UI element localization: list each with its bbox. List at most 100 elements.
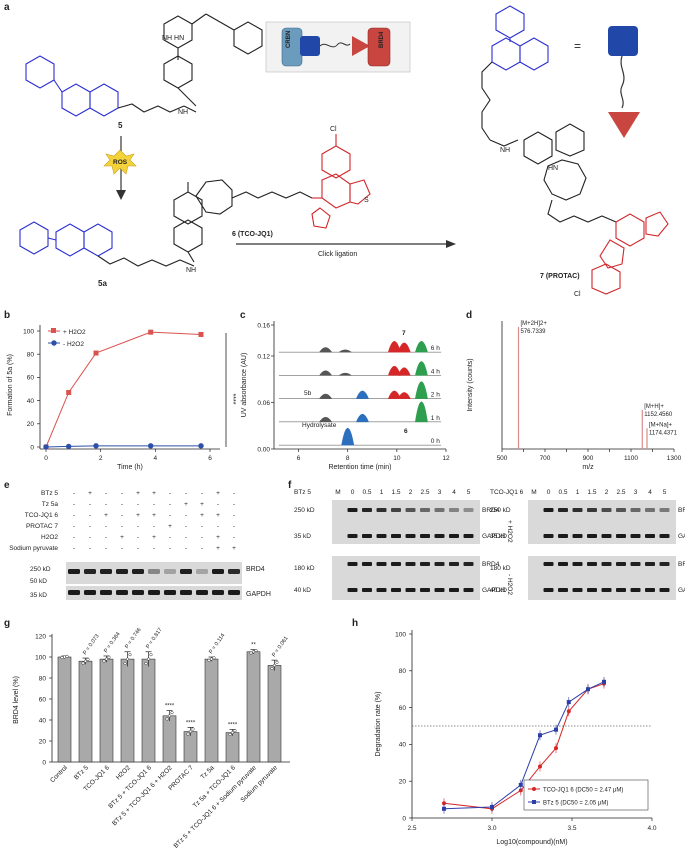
g-dot	[209, 657, 214, 661]
e-matrix-cell: -	[217, 501, 219, 508]
f-gapdh-band	[616, 588, 626, 592]
h-point	[538, 764, 542, 769]
panel-letter-g: g	[4, 618, 11, 629]
nh-label-5: NH	[178, 109, 188, 116]
f-gapdh-band	[587, 534, 597, 538]
c-xtick-label: 12	[442, 455, 450, 462]
panel-b-xlabel: Time (h)	[117, 464, 143, 471]
e-matrix-cell: +	[136, 512, 140, 519]
e-brd4-band	[228, 569, 240, 574]
g-ytick-label: 40	[39, 717, 47, 724]
panel-letter-a: a	[4, 2, 10, 13]
f-gapdh-band	[601, 534, 612, 538]
f-mw-label: 250 kD	[490, 507, 511, 514]
c-trace-peak	[338, 372, 353, 376]
e-gapdh-label: GAPDH	[246, 591, 271, 598]
e-gapdh-band	[68, 590, 80, 595]
e-gapdh-band	[180, 590, 192, 595]
e-matrix-cell: -	[137, 501, 139, 508]
c-trace-peak	[414, 361, 428, 376]
e-gapdh-band	[228, 590, 240, 595]
e-matrix-cell: +	[216, 545, 220, 552]
e-matrix-cell: -	[89, 534, 91, 541]
panel-letter-f: f	[288, 480, 292, 491]
e-matrix-cell: -	[89, 512, 91, 519]
f-lane-label: 3	[634, 489, 638, 496]
c-trace-peak	[338, 349, 353, 353]
g-pvalue: P = 0.061	[271, 636, 289, 659]
h-point	[554, 746, 558, 751]
f-brd4-band	[601, 508, 612, 512]
annot-hydrolysate: Hydrolysate	[302, 422, 337, 429]
d-xtick-label: 700	[540, 455, 551, 462]
f-gapdh-band	[420, 534, 430, 538]
e-brd4-band	[148, 569, 160, 574]
e-brd4-band	[132, 569, 144, 574]
h-xtick-label: 3.0	[487, 825, 496, 832]
f-gapdh-band	[601, 588, 612, 592]
f-brd4-band	[420, 508, 430, 512]
g-category-label: Control	[49, 764, 69, 784]
e-matrix-cell: +	[216, 512, 220, 519]
e-brd4-band	[100, 569, 112, 574]
g-bar	[120, 658, 135, 763]
d-xtick-label: 500	[497, 455, 508, 462]
e-gapdh-band	[132, 590, 144, 595]
f-brd4-band	[572, 508, 583, 512]
b-ytick-label: 80	[27, 352, 35, 359]
f-lane-label: M	[531, 489, 536, 496]
panel-b-ylabel: Formation of 5a (%)	[7, 354, 14, 416]
e-matrix-cell: -	[137, 523, 139, 530]
f-band-label: BRD4	[678, 561, 685, 568]
legend-plus-h2o2: + H2O2	[63, 329, 86, 336]
f-brd4-band	[391, 508, 401, 512]
f-band-label: BRD4	[482, 561, 500, 568]
h-point	[554, 727, 558, 732]
c-ytick-label: 0.16	[257, 322, 270, 329]
g-dot	[207, 658, 211, 662]
f-gapdh-band	[449, 534, 459, 538]
h-point	[602, 679, 606, 684]
f-lane-label: 2.5	[420, 489, 429, 496]
f-cond-plus: + H2O2	[506, 520, 513, 543]
e-matrix-cell: -	[73, 501, 75, 508]
panel-g-chart: 0 20 40 60 80 100 120 Control P = 0.073 BTz 5 P =…	[13, 627, 290, 850]
d-peak-label-line2: 1174.4371	[649, 430, 678, 436]
b-ytick-label: 20	[27, 421, 35, 428]
g-dot	[83, 659, 88, 663]
g-dot	[188, 730, 193, 734]
f-lane-label: 4	[452, 489, 456, 496]
e-matrix-cell: -	[185, 512, 187, 519]
e-brd4-band	[116, 569, 128, 574]
d-peak-label-line1: [M+H]+	[644, 404, 664, 410]
e-matrix-cell: -	[153, 545, 155, 552]
f-mw-label: 250 kD	[294, 507, 315, 514]
g-bar	[141, 658, 156, 763]
panel-e-blot: BTz 5 - + - - + + - - - + - Tz 5a - - - - - - - + + - - TCO-JQ1 …	[9, 490, 271, 600]
f-mw-label: 40 kD	[490, 587, 507, 594]
cl-atom-6: Cl	[330, 126, 337, 133]
e-matrix-cell: -	[153, 523, 155, 530]
b-point	[198, 443, 204, 449]
e-gapdh-band	[116, 590, 128, 595]
panel-letter-h: h	[352, 618, 359, 629]
panel-letter-b: b	[4, 310, 11, 321]
f-block-header: BTz 5	[294, 489, 311, 496]
e-matrix-cell: -	[73, 490, 75, 497]
compound-5-structure	[25, 13, 293, 117]
e-mw-50: 50 kD	[30, 578, 47, 585]
g-ytick-label: 60	[39, 696, 47, 703]
panel-f-blot: BTz 5 M 0 0.5 1 1.5 2 2.5 3 4 5 250 kD 35 kD BRD4 GAPD…	[294, 489, 685, 600]
f-brd4-band	[659, 562, 670, 566]
e-matrix-cell: -	[185, 490, 187, 497]
g-ytick-label: 120	[35, 633, 46, 640]
f-gapdh-band	[434, 534, 445, 538]
h-point	[538, 733, 542, 738]
panel-b-chart: 0 20 40 60 80 100 0 2 4 6 Formation of 5a (%) Tim…	[7, 325, 236, 471]
e-gapdh-band	[100, 590, 112, 595]
e-brd4-band	[180, 569, 192, 574]
f-gapdh-band	[587, 588, 597, 592]
f-lane-label: 1.5	[587, 489, 596, 496]
ternary-complex-schematic: CRBN BRD4	[265, 21, 411, 73]
c-xtick-label: 6	[297, 455, 301, 462]
